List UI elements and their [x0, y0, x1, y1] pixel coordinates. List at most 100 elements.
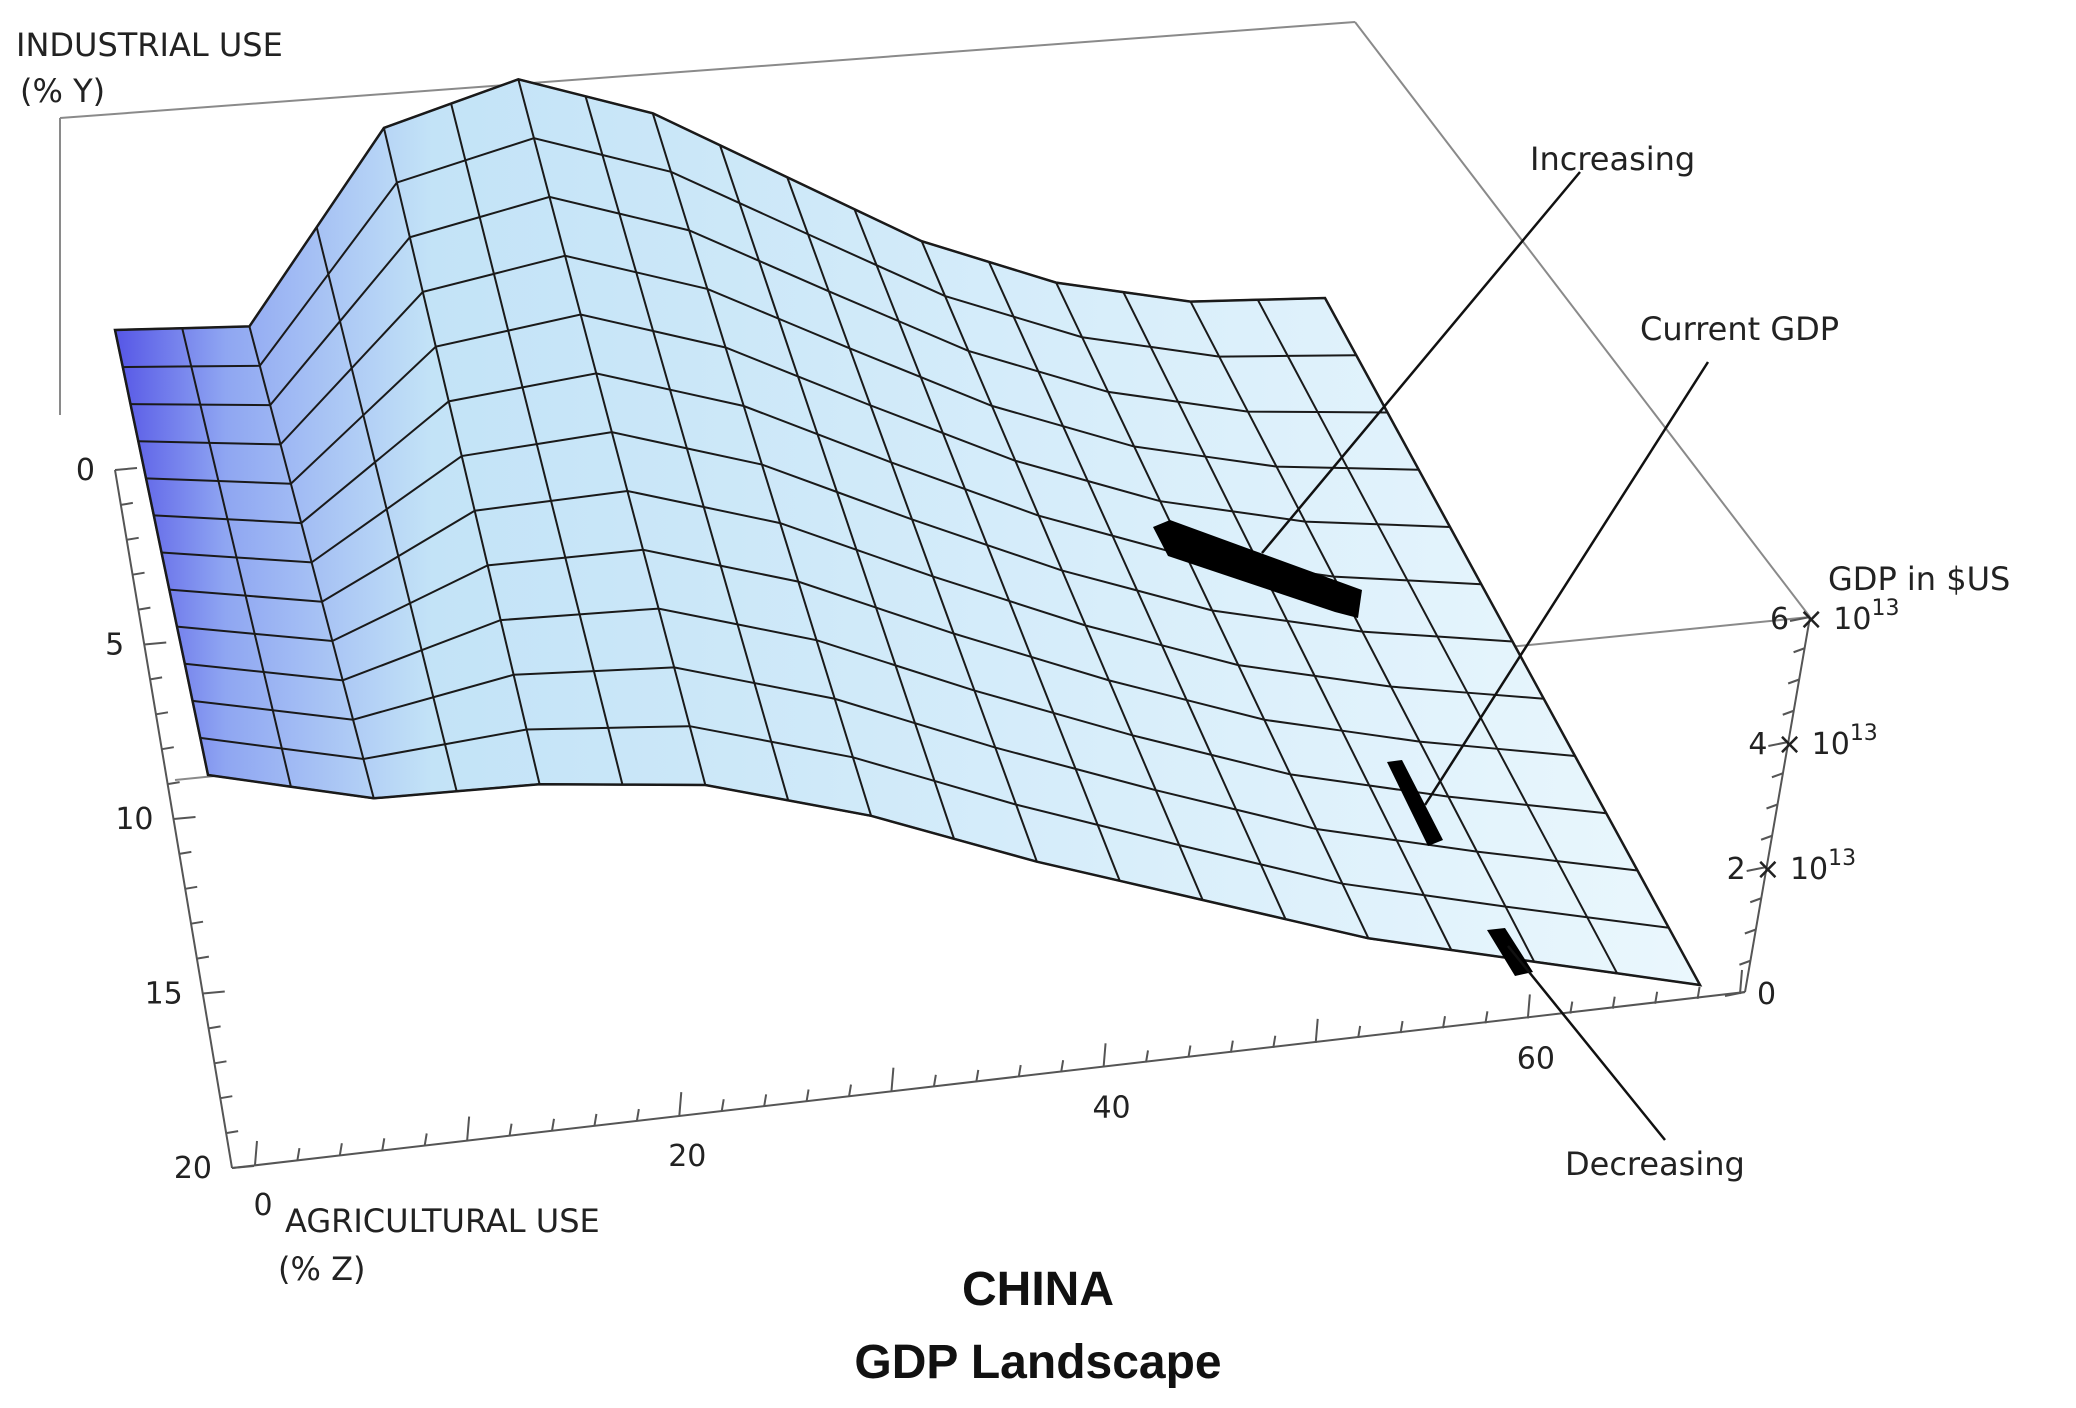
agricultural-major-tick	[1314, 1018, 1319, 1043]
agricultural-tick-label: 20	[668, 1139, 706, 1174]
agricultural-axis-ticks: 0 20 40 60	[253, 969, 1743, 1223]
agricultural-minor-tick	[593, 1113, 598, 1127]
surface-mesh-line	[920, 240, 1204, 901]
increasing-annotation: Increasing	[1530, 140, 1695, 178]
industrial-axis-ticks: 0 5 10 15 20	[76, 453, 255, 1186]
surface-mesh-line	[719, 144, 955, 840]
gdp-minor-tick	[1782, 709, 1795, 716]
industrial-minor-tick	[220, 1095, 233, 1100]
decreasing-annotation: Decreasing	[1565, 1145, 1745, 1183]
agricultural-tick-label: 0	[253, 1188, 272, 1223]
agricultural-minor-tick	[1187, 1045, 1192, 1058]
agricultural-major-tick	[890, 1067, 895, 1092]
agricultural-minor-tick	[1484, 1011, 1489, 1024]
agricultural-minor-tick	[720, 1099, 725, 1112]
industrial-minor-tick	[167, 781, 180, 786]
industrial-minor-tick	[214, 1060, 227, 1065]
box-edge-top-back	[59, 21, 1356, 119]
industrial-minor-tick	[185, 885, 198, 890]
surface-mesh-line	[382, 127, 541, 785]
agricultural-minor-tick	[1611, 996, 1616, 1009]
surface-mesh-line	[1189, 301, 1536, 963]
gdp-axis-ticks: 0 2 × 1013 4 × 1013 6 × 1013	[1724, 596, 1899, 1012]
agricultural-minor-tick	[848, 1084, 852, 1097]
surface-mesh-line	[181, 327, 292, 787]
agricultural-minor-tick	[1229, 1040, 1234, 1053]
surface-mesh-line	[1256, 299, 1618, 974]
surface-mesh-line	[450, 103, 624, 785]
industrial-minor-tick	[196, 955, 210, 960]
agricultural-minor-tick	[1654, 991, 1659, 1004]
gdp-major-tick	[1724, 991, 1746, 997]
current-gdp-annotation: Current GDP	[1640, 310, 1839, 348]
surface-mesh-line	[584, 96, 790, 801]
gdp-tick-label: 4 × 1013	[1748, 721, 1877, 762]
annotation-leaders	[1261, 171, 1710, 1141]
industrial-minor-tick	[138, 606, 151, 611]
surface-mesh-line	[114, 329, 209, 776]
industrial-minor-tick	[149, 676, 163, 681]
chart-title: CHINA	[962, 1263, 1114, 1316]
gdp-minor-tick	[1766, 803, 1778, 810]
surface-mesh-line	[651, 112, 873, 817]
agricultural-major-tick	[466, 1116, 471, 1141]
agricultural-minor-tick	[975, 1069, 980, 1083]
industrial-tick-label: 10	[115, 802, 153, 837]
industrial-tick-label: 20	[174, 1151, 212, 1186]
surface-mesh-line	[786, 176, 1038, 863]
current-gdp-leader	[1423, 361, 1710, 806]
surface-mesh-line	[315, 226, 458, 792]
surface-mesh-line	[853, 208, 1121, 882]
industrial-minor-tick	[132, 571, 145, 576]
gdp-major-tick	[1789, 616, 1811, 622]
gdp-axis-label: GDP in $US	[1828, 560, 2010, 598]
agricultural-minor-tick	[551, 1118, 555, 1131]
increasing-leader	[1261, 171, 1581, 554]
surface-mesh-line	[248, 326, 375, 799]
agricultural-minor-tick	[635, 1108, 640, 1122]
agricultural-minor-tick	[508, 1123, 513, 1136]
industrial-axis-label: INDUSTRIAL USE	[16, 26, 283, 64]
industrial-minor-tick	[208, 1025, 221, 1030]
agricultural-minor-tick	[805, 1089, 810, 1102]
agricultural-minor-tick	[1696, 986, 1701, 1000]
agricultural-minor-tick	[1442, 1016, 1446, 1029]
gdp-minor-tick	[1793, 647, 1805, 654]
agricultural-minor-tick	[381, 1138, 386, 1151]
industrial-tick-label: 0	[76, 453, 95, 488]
industrial-tick-label: 15	[145, 977, 183, 1012]
agricultural-major-tick	[1102, 1043, 1107, 1068]
surface-mesh-line	[517, 79, 707, 786]
gdp-surface	[113, 77, 1703, 987]
agricultural-minor-tick	[1145, 1050, 1149, 1063]
agricultural-axis-line	[231, 991, 1746, 1169]
gdp-minor-tick	[1744, 928, 1757, 935]
surface-mesh-line	[1324, 297, 1701, 986]
industrial-major-tick	[114, 467, 138, 471]
agricultural-minor-tick	[1060, 1060, 1065, 1073]
agricultural-minor-tick	[1272, 1035, 1277, 1048]
agricultural-tick-label: 60	[1517, 1041, 1555, 1076]
agricultural-minor-tick	[338, 1143, 343, 1156]
gdp-minor-tick	[1739, 959, 1751, 966]
decreasing-leader	[1507, 945, 1666, 1141]
gdp-tick-label: 0	[1757, 977, 1776, 1012]
increasing-marker	[1153, 520, 1362, 618]
industrial-minor-tick	[161, 746, 174, 751]
agricultural-major-tick	[1739, 969, 1743, 995]
gdp-minor-tick	[1760, 834, 1773, 841]
chart-subtitle: GDP Landscape	[854, 1336, 1221, 1389]
gdp-minor-tick	[1787, 678, 1800, 685]
agricultural-minor-tick	[763, 1094, 768, 1107]
agricultural-major-tick	[1526, 994, 1531, 1019]
industrial-major-tick	[173, 816, 196, 820]
industrial-major-tick	[202, 990, 225, 995]
agricultural-minor-tick	[932, 1074, 937, 1087]
agricultural-minor-tick	[1017, 1064, 1022, 1078]
industrial-minor-tick	[120, 501, 134, 506]
industrial-minor-tick	[225, 1130, 239, 1135]
gdp-major-tick	[1768, 741, 1789, 747]
agricultural-major-tick	[678, 1092, 683, 1117]
industrial-axis-unit: (% Y)	[20, 72, 105, 110]
